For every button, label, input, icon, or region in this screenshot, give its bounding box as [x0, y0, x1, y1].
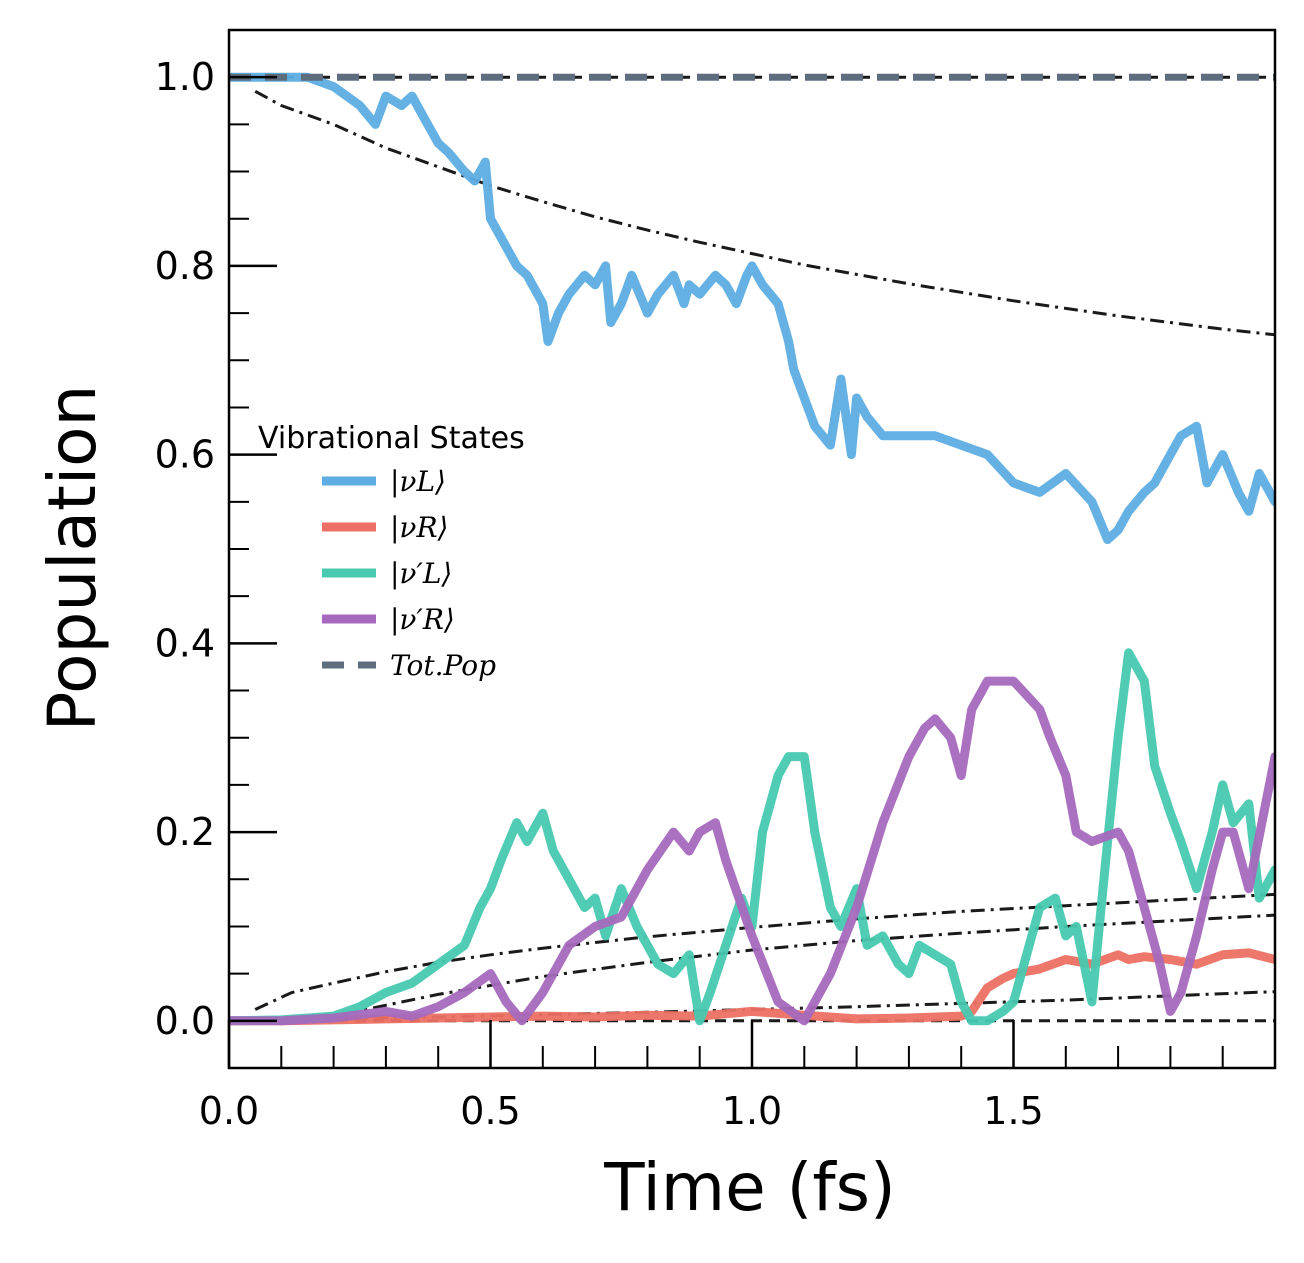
legend-label-2: |νR⟩ [390, 511, 448, 544]
y-tick-label: 1.0 [155, 55, 215, 99]
x-axis-title: Time (fs) [603, 1149, 896, 1226]
x-tick-label: 1.5 [983, 1089, 1043, 1133]
x-tick-label: 0.0 [199, 1089, 259, 1133]
series-line-3 [229, 648, 1275, 1026]
axis-ticks: 0.0 0.2 0.4 0.6 0.8 1.0 0.0 0.5 1.0 1.5 [155, 55, 1224, 1133]
legend-label-1: |νL⟩ [390, 465, 446, 498]
y-tick-label: 0.0 [155, 999, 215, 1043]
x-tick-label: 1.0 [722, 1089, 782, 1133]
legend-label-3: |ν′L⟩ [390, 557, 452, 590]
y-tick-label: 0.2 [155, 810, 215, 854]
reference-line-4 [254, 892, 1275, 1011]
series-lines [229, 72, 1275, 1026]
y-tick-label: 0.8 [155, 244, 215, 288]
reference-lines [229, 75, 1275, 1023]
legend-title: Vibrational States [258, 421, 525, 456]
legend-label-5: Tot.Pop [390, 649, 496, 682]
legend: Vibrational States |νL⟩ |νR⟩ |ν′L⟩ |ν′R⟩ Tot… [258, 421, 525, 682]
legend-label-4: |ν′R⟩ [390, 603, 455, 636]
x-tick-label: 0.5 [460, 1089, 520, 1133]
series-line-4 [229, 676, 1275, 1026]
reference-line-3 [254, 89, 1275, 337]
y-tick-label: 0.6 [155, 433, 215, 477]
y-tick-label: 0.4 [155, 621, 215, 665]
series-line-1 [229, 72, 1275, 545]
y-axis-title: Population [34, 385, 111, 732]
